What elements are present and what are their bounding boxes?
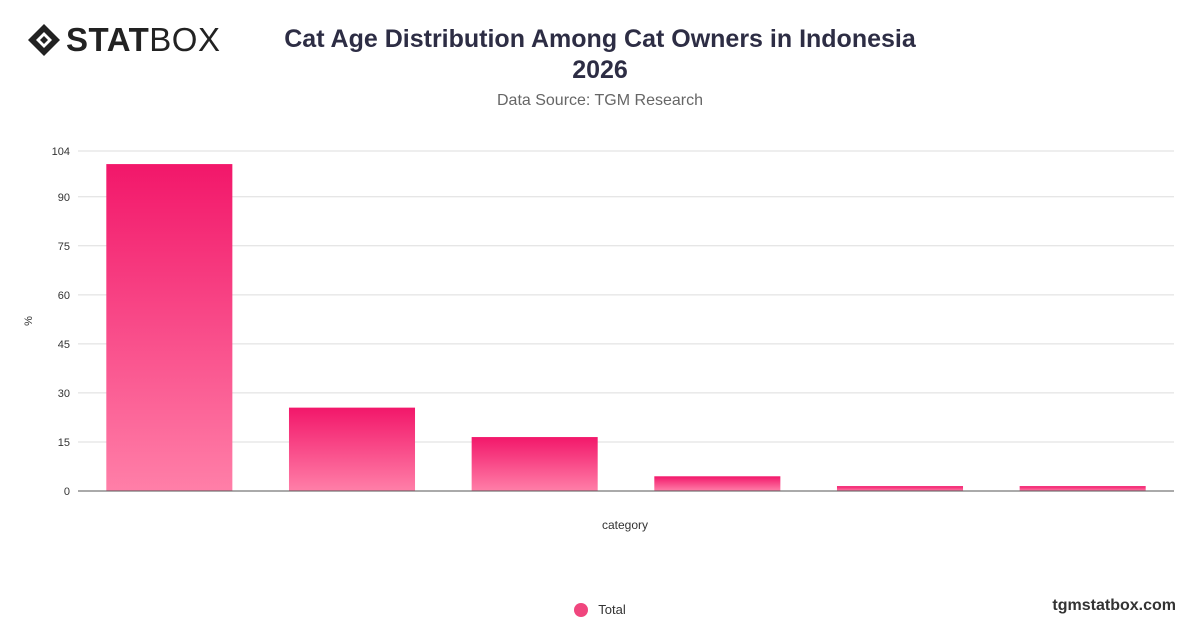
statbox-logo[interactable]: STATBOX [26, 22, 220, 58]
logo-light-text: BOX [149, 21, 221, 58]
logo-wordmark: STATBOX [66, 22, 220, 58]
diamond-logo-icon [28, 24, 60, 56]
chart-title-line1: Cat Age Distribution Among Cat Owners in… [284, 25, 916, 53]
footer-site-link[interactable]: tgmstatbox.com [1052, 597, 1176, 614]
bar-2[interactable] [288, 407, 416, 491]
legend-label-total: Total [598, 602, 626, 617]
chart-subtitle: Data Source: TGM Research [496, 92, 703, 109]
y-axis-ticks: 0 15 30 45 60 75 90 104 [52, 146, 70, 498]
y-tick-label: 75 [58, 241, 70, 253]
chart-title: Cat Age Distribution Among Cat Owners in… [0, 24, 1200, 86]
chart-title-line2: 2026 [572, 56, 628, 84]
bars [106, 164, 1146, 492]
y-axis-label: % [23, 316, 35, 326]
bar-1[interactable] [106, 164, 233, 492]
y-tick-label: 15 [58, 437, 70, 449]
logo-bold-text: STAT [66, 21, 150, 58]
y-tick-label: 90 [58, 192, 70, 204]
y-tick-label: 60 [58, 290, 70, 302]
gridlines [78, 150, 1174, 443]
y-tick-label: 0 [64, 486, 70, 498]
y-tick-label: 30 [58, 388, 70, 400]
x-axis-label: category [602, 518, 648, 532]
legend-swatch-total [574, 602, 589, 617]
bar-4[interactable] [654, 476, 781, 491]
legend[interactable]: Total [0, 602, 1200, 617]
bar-3[interactable] [471, 437, 598, 491]
y-tick-label: 104 [52, 146, 70, 158]
bar-5[interactable] [836, 486, 964, 491]
bar-6[interactable] [1019, 486, 1146, 491]
y-tick-label: 45 [58, 339, 70, 351]
